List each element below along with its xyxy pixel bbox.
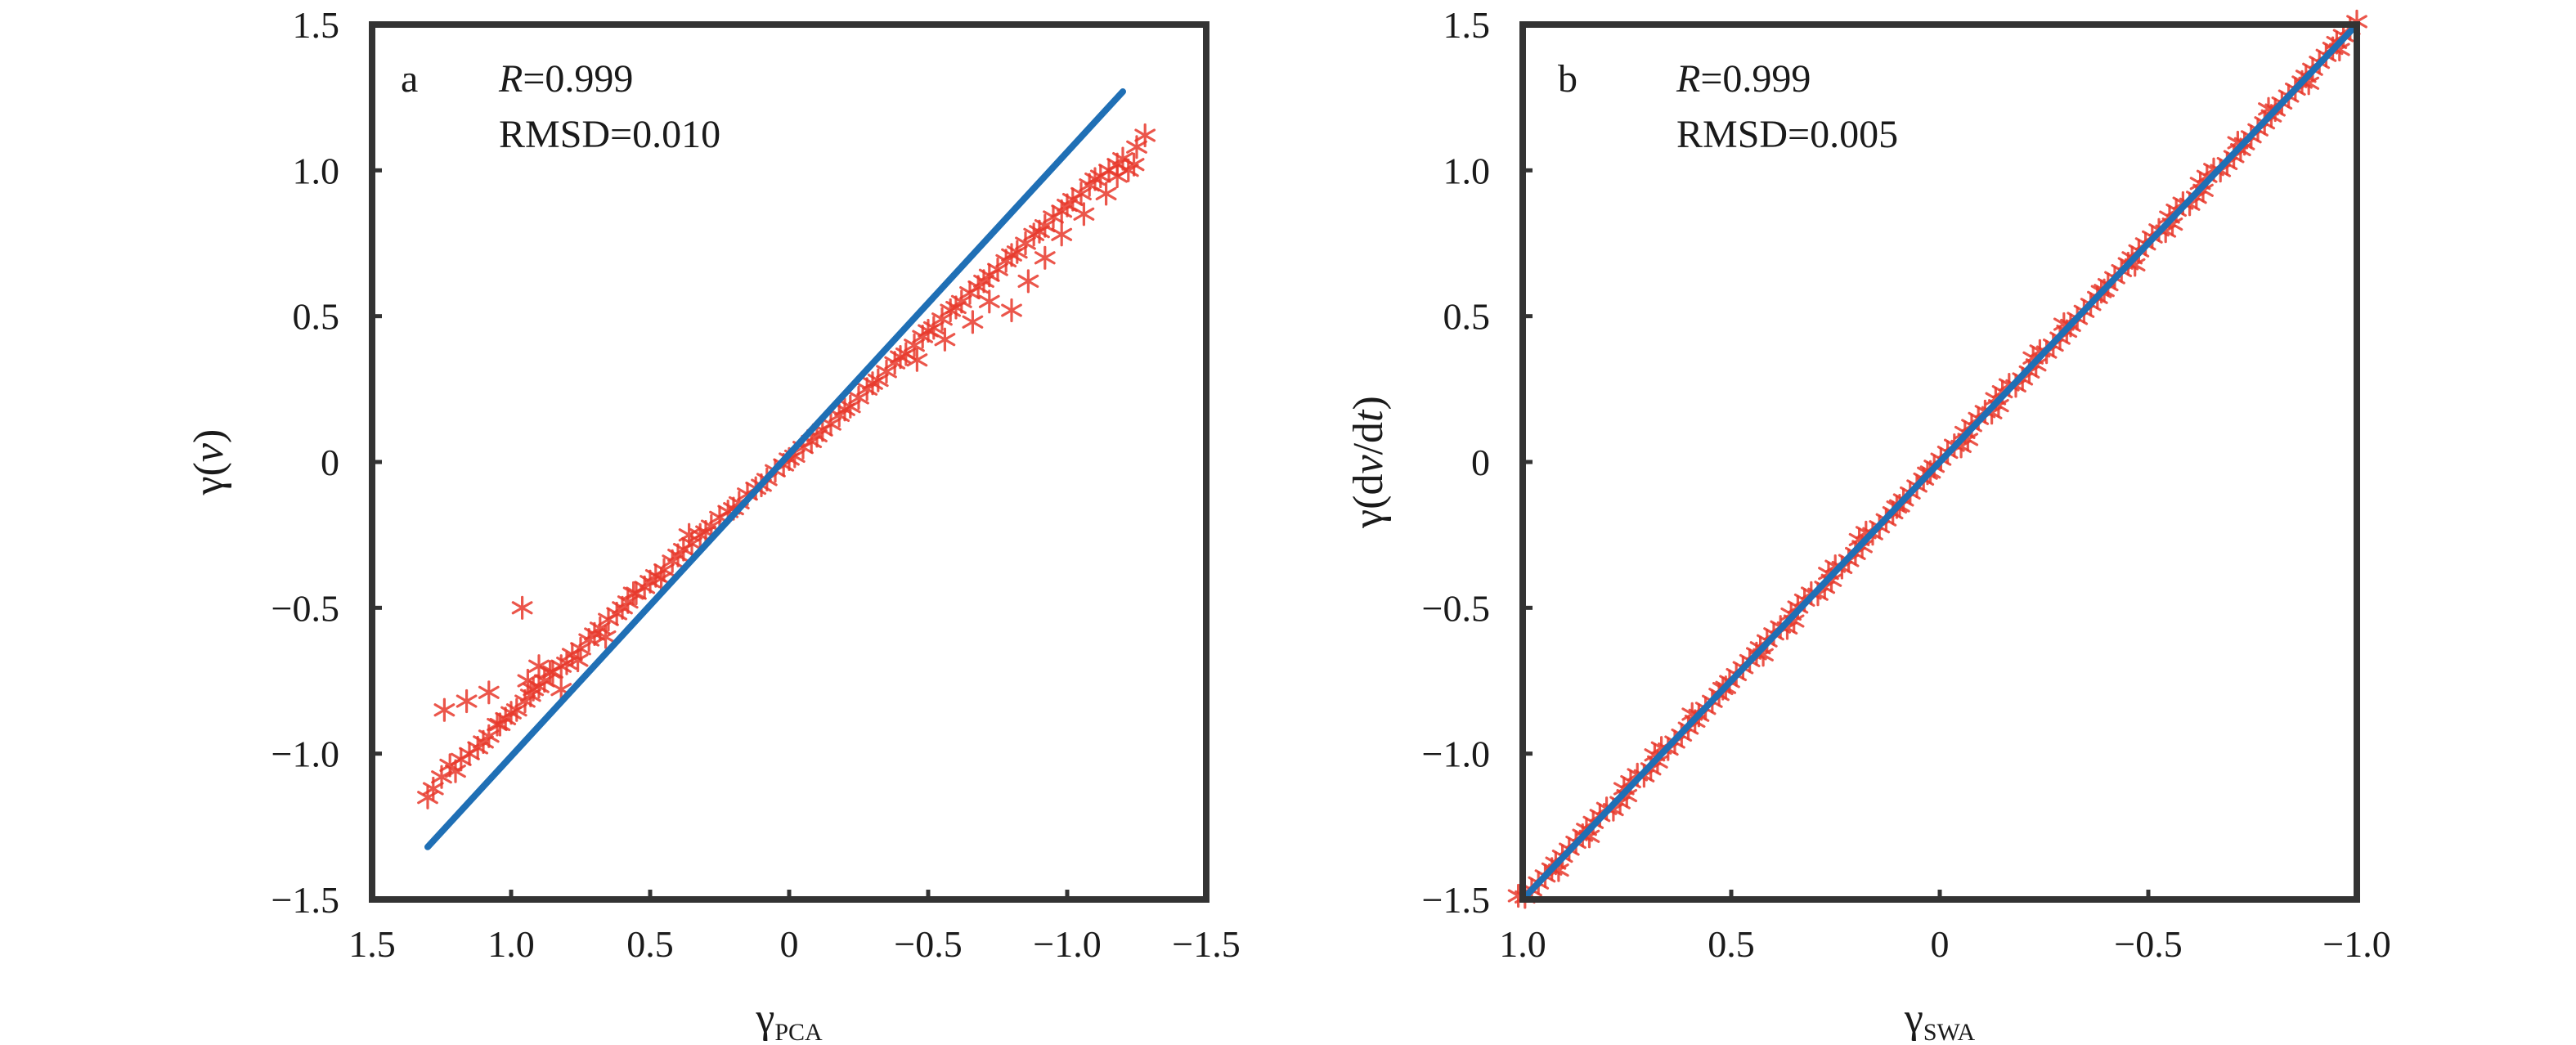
scatter-point — [478, 680, 500, 705]
scatter-point — [1017, 269, 1039, 294]
scatter-point — [820, 412, 841, 437]
y-tick-label: −1.5 — [272, 879, 339, 921]
y-tick-label: −0.5 — [1422, 587, 1490, 629]
scatter-point — [904, 333, 925, 357]
x-tick-label: 1.0 — [1499, 923, 1546, 965]
x-tick-label: 0.5 — [626, 923, 674, 965]
y-tick-label: 1.0 — [1443, 150, 1491, 191]
scatter-point — [922, 316, 945, 340]
panel-b-letter: b — [1558, 57, 1577, 101]
scatter-point — [1006, 240, 1028, 264]
scatter-point — [570, 636, 591, 661]
x-tick-label: 0.5 — [1708, 923, 1755, 965]
panel-b: 1.0 0.5 0 −0.5 −1.0 1.5 1.0 0.5 0 −0.5 −1.0 −1.5 b… — [1345, 4, 2391, 1045]
y-tick-label: 0.5 — [293, 296, 340, 338]
scatter-point — [1015, 231, 1036, 256]
scatter-point — [934, 327, 956, 352]
scatter-point — [950, 289, 972, 314]
panel-a-rmsd: RMSD=0.010 — [499, 113, 720, 156]
panel-b-x-label: γSWA — [1904, 995, 1976, 1045]
panel-a-x-label: γPCA — [755, 995, 823, 1045]
scatter-point — [867, 368, 889, 392]
panel-a-fit-line — [424, 88, 1126, 850]
scatter-point — [1051, 222, 1073, 247]
scatter-point — [489, 712, 511, 737]
scatter-point — [876, 359, 897, 383]
x-tick-label: −0.5 — [2114, 923, 2182, 965]
y-tick-label: −1.0 — [1422, 733, 1490, 775]
scatter-point — [987, 258, 1008, 282]
panel-a-y-ticks: 1.5 1.0 0.5 0 −0.5 −1.0 −1.5 — [272, 4, 382, 921]
scatter-point — [622, 581, 644, 606]
panel-b-x-ticks: 1.0 0.5 0 −0.5 −1.0 — [1499, 890, 2391, 965]
x-tick-label: 1.0 — [487, 923, 535, 965]
scatter-point — [595, 625, 617, 649]
scatter-point — [1034, 245, 1056, 270]
y-tick-label: 1.0 — [293, 150, 340, 191]
scatter-point — [906, 348, 928, 372]
scatter-point — [931, 307, 953, 331]
y-tick-label: 0 — [1471, 442, 1490, 483]
panel-a-letter: a — [401, 57, 418, 101]
y-tick-label: 0 — [321, 442, 339, 483]
panel-b-r: R=0.999 — [1676, 57, 1811, 101]
scatter-point — [567, 648, 589, 673]
scatter-point — [848, 385, 869, 410]
scatter-point — [517, 668, 539, 693]
scatter-point — [1134, 123, 1156, 148]
scatter-point — [1070, 182, 1092, 206]
panel-a-r: R=0.999 — [498, 57, 633, 101]
scatter-point — [1123, 152, 1145, 177]
scatter-point — [456, 688, 478, 714]
scatter-point — [1095, 182, 1117, 206]
y-tick-label: 1.5 — [293, 4, 340, 46]
scatter-point — [1106, 164, 1129, 189]
panel-a-x-ticks: 1.5 1.0 0.5 0 −0.5 −1.0 −1.5 — [348, 890, 1241, 965]
scatter-point — [511, 595, 533, 620]
scatter-point — [1073, 202, 1095, 226]
x-tick-label: −1.5 — [1172, 923, 1240, 965]
scatter-point — [839, 394, 861, 419]
x-tick-label: −1.0 — [2322, 923, 2390, 965]
x-tick-label: 0 — [780, 923, 799, 965]
y-tick-label: 0.5 — [1443, 296, 1491, 338]
y-tick-label: −1.5 — [1422, 879, 1490, 921]
x-tick-label: 1.5 — [348, 923, 396, 965]
scatter-point — [539, 660, 561, 684]
panel-b-fit-line — [1519, 21, 2360, 903]
x-tick-label: −0.5 — [894, 923, 962, 965]
panel-a-points — [417, 123, 1156, 810]
panel-b-y-label: γ(dv/dt) — [1345, 396, 1392, 529]
panel-a: 1.5 1.0 0.5 0 −0.5 −1.0 −1.5 1.5 1.0 0.5 0 −0.5 −1.… — [186, 4, 1241, 1045]
scatter-point — [978, 289, 1000, 314]
scatter-point — [678, 522, 700, 547]
y-tick-label: −1.0 — [272, 733, 339, 775]
scatter-point — [433, 697, 456, 722]
panel-b-rmsd: RMSD=0.005 — [1676, 113, 1898, 156]
scatter-point — [1001, 298, 1022, 323]
panel-a-y-label: γ(v) — [186, 429, 232, 496]
panel-b-y-ticks: 1.5 1.0 0.5 0 −0.5 −1.0 −1.5 — [1422, 4, 1533, 921]
y-tick-label: 1.5 — [1443, 4, 1491, 46]
x-tick-label: −1.0 — [1033, 923, 1101, 965]
scatter-point — [505, 697, 527, 722]
y-tick-label: −0.5 — [272, 587, 339, 629]
scatter-point — [962, 310, 984, 334]
x-tick-label: 0 — [1931, 923, 1950, 965]
